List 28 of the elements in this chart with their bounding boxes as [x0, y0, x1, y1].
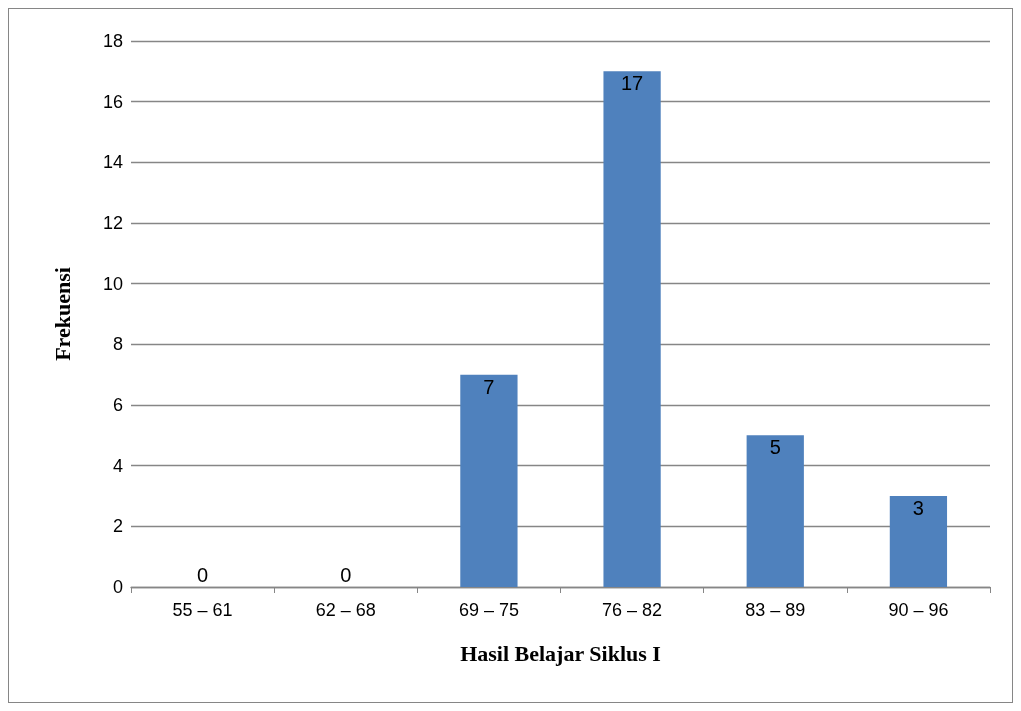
bar	[460, 374, 518, 587]
data-label: 7	[483, 375, 495, 398]
x-tick-label: 62 – 68	[315, 600, 376, 620]
bar	[603, 71, 661, 587]
y-tick-label: 16	[102, 91, 123, 112]
y-tick-label: 8	[112, 334, 123, 355]
x-tick-label: 90 – 96	[888, 600, 949, 620]
y-axis-title: Frekuensi	[49, 267, 75, 361]
y-tick-label: 0	[112, 577, 123, 597]
data-label: 3	[912, 497, 924, 519]
x-tick-label: 69 – 75	[458, 600, 519, 620]
y-tick-label: 14	[102, 152, 123, 173]
y-tick-label: 4	[112, 455, 123, 476]
data-label: 5	[769, 436, 781, 459]
data-label: 17	[620, 72, 644, 95]
y-tick-label: 2	[112, 516, 123, 537]
x-tick-label: 76 – 82	[602, 600, 663, 620]
y-tick-label: 10	[102, 273, 123, 294]
x-tick-label: 55 – 61	[172, 600, 233, 620]
bar	[746, 435, 804, 587]
x-tick-label: 83 – 89	[745, 600, 806, 620]
y-tick-label: 12	[102, 213, 123, 233]
bar	[889, 496, 948, 587]
y-tick-label: 18	[102, 31, 123, 51]
x-axis-title: Hasil Belajar Siklus I	[460, 640, 661, 666]
data-label: 0	[197, 564, 209, 586]
data-label: 0	[340, 564, 352, 586]
y-tick-label: 6	[112, 395, 123, 415]
